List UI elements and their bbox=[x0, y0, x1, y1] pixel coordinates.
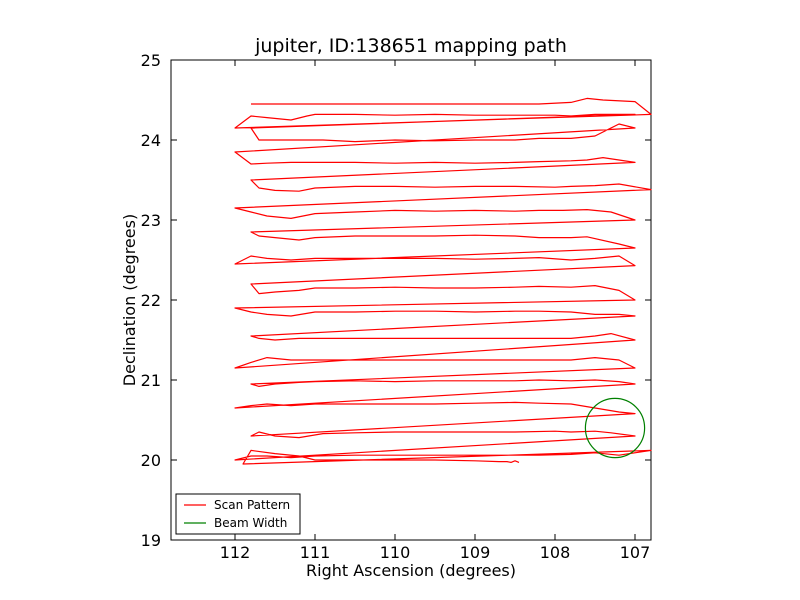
legend-label-beam: Beam Width bbox=[214, 516, 287, 530]
x-axis-label: Right Ascension (degrees) bbox=[306, 561, 516, 580]
chart-title: jupiter, ID:138651 mapping path bbox=[254, 35, 567, 57]
y-tick-label: 24 bbox=[141, 131, 161, 150]
legend: Scan Pattern Beam Width bbox=[175, 493, 301, 535]
x-tick-label: 112 bbox=[220, 543, 251, 562]
y-tick-label: 25 bbox=[141, 51, 161, 70]
y-tick-label: 21 bbox=[141, 371, 161, 390]
y-tick-label: 23 bbox=[141, 211, 161, 230]
x-tick-label: 107 bbox=[620, 543, 651, 562]
x-tick-label: 108 bbox=[540, 543, 571, 562]
legend-label-scan: Scan Pattern bbox=[214, 498, 290, 512]
beam-width-circle bbox=[584, 397, 646, 459]
legend-box bbox=[175, 493, 301, 535]
y-axis-label: Declination (degrees) bbox=[120, 214, 139, 386]
y-tick-label: 20 bbox=[141, 451, 161, 470]
ticks: 112 111 110 109 108 107 19 20 21 22 23 24 25 bbox=[141, 51, 651, 562]
x-tick-label: 111 bbox=[300, 543, 331, 562]
series-layer bbox=[234, 97, 652, 465]
x-tick-label: 110 bbox=[380, 543, 411, 562]
y-tick-label: 19 bbox=[141, 531, 161, 550]
x-tick-label: 109 bbox=[460, 543, 491, 562]
scan-pattern-line bbox=[234, 97, 652, 465]
plot-frame bbox=[170, 59, 652, 541]
y-tick-label: 22 bbox=[141, 291, 161, 310]
